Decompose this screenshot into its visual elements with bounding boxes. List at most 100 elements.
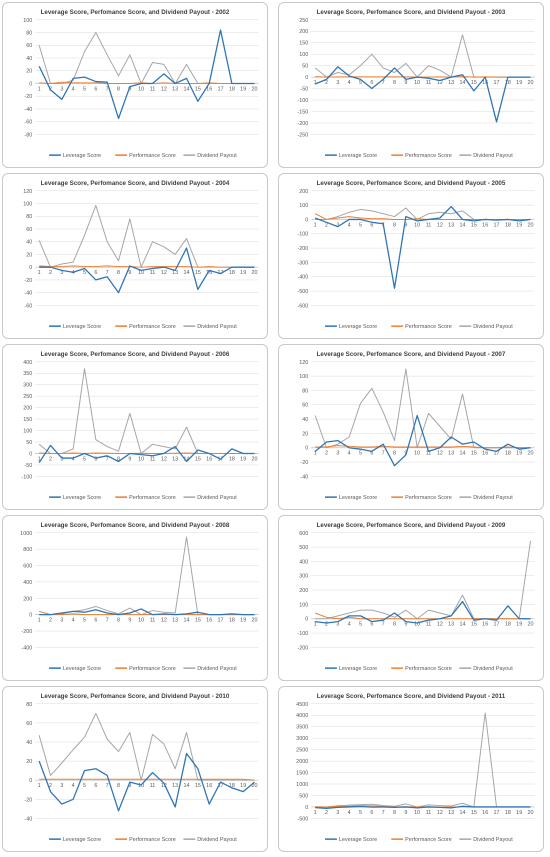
x-tick-label: 9 <box>128 618 131 624</box>
y-tick-label: 80 <box>26 702 32 708</box>
x-tick-label: 20 <box>528 80 534 86</box>
series-line-leverage-score <box>38 752 255 812</box>
x-tick-label: 12 <box>161 270 167 276</box>
x-tick-label: 14 <box>460 451 466 457</box>
x-tick-label: 16 <box>206 86 212 92</box>
series-line-leverage-score <box>314 205 531 289</box>
x-tick-label: 3 <box>336 810 339 816</box>
x-tick-label: 5 <box>359 810 362 816</box>
x-tick-label: 1 <box>38 618 41 624</box>
x-tick-label: 1 <box>38 270 41 276</box>
legend-label: Performance Score <box>129 324 176 330</box>
chart-title: Leverage Score, Perfomance Score, and Di… <box>317 9 506 16</box>
y-tick-label: 200 <box>23 406 32 412</box>
y-tick-label: 400 <box>23 580 32 586</box>
x-tick-label: 12 <box>437 80 443 86</box>
legend-label: Dividend Payout <box>197 324 237 330</box>
chart-panel: Leverage Score, Perfomance Score, and Di… <box>2 2 268 168</box>
y-tick-label: 40 <box>302 417 308 423</box>
x-tick-label: 6 <box>370 451 373 457</box>
chart-title: Leverage Score, Perfomance Score, and Di… <box>41 351 230 358</box>
y-tick-label: 120 <box>299 360 308 366</box>
x-tick-label: 10 <box>138 618 144 624</box>
chart-svg: Leverage Score, Perfomance Score, and Di… <box>20 522 259 672</box>
y-tick-label: -400 <box>297 275 308 281</box>
chart-title: Leverage Score, Perfomance Score, and Di… <box>317 180 506 187</box>
series-line-dividend-payout <box>314 34 531 78</box>
x-tick-label: 20 <box>528 451 534 457</box>
x-tick-label: 14 <box>184 86 190 92</box>
x-tick-label: 8 <box>117 456 120 462</box>
series-line-leverage-score <box>38 444 255 463</box>
x-tick-label: 6 <box>94 456 97 462</box>
x-tick-label: 6 <box>370 810 373 816</box>
x-tick-label: 14 <box>460 222 466 228</box>
chart-panel: Leverage Score, Perfomance Score, and Di… <box>2 686 268 852</box>
chart-title: Leverage Score, Perfomance Score, and Di… <box>317 351 506 358</box>
legend-label: Performance Score <box>405 153 452 159</box>
y-tick-label: 80 <box>302 388 308 394</box>
x-tick-label: 5 <box>359 80 362 86</box>
y-tick-label: 150 <box>23 417 32 423</box>
series-line-leverage-score <box>39 247 255 294</box>
legend-label: Performance Score <box>129 495 176 501</box>
y-tick-label: -40 <box>24 816 32 822</box>
x-tick-label: 19 <box>516 810 522 816</box>
x-tick-label: 12 <box>161 86 167 92</box>
legend-label: Leverage Score <box>63 495 101 501</box>
x-tick-label: 15 <box>471 222 477 228</box>
x-tick-label: 13 <box>448 80 454 86</box>
y-tick-label: 0 <box>305 617 308 623</box>
legend-label: Leverage Score <box>339 495 377 501</box>
x-tick-label: 9 <box>404 222 407 228</box>
x-tick-label: 15 <box>471 810 477 816</box>
series-line-dividend-payout <box>315 712 531 808</box>
x-tick-label: 1 <box>314 222 317 228</box>
y-tick-label: -60 <box>24 120 32 126</box>
y-tick-label: -200 <box>297 246 308 252</box>
x-tick-label: 13 <box>448 622 454 628</box>
x-tick-label: 19 <box>516 451 522 457</box>
x-tick-label: 3 <box>60 270 63 276</box>
x-tick-label: 5 <box>359 222 362 228</box>
y-tick-label: -500 <box>297 289 308 295</box>
chart-panel: Leverage Score, Perfomance Score, and Di… <box>278 2 544 168</box>
x-tick-label: 14 <box>460 810 466 816</box>
x-tick-label: 11 <box>426 80 432 86</box>
x-tick-label: 6 <box>370 622 373 628</box>
y-tick-label: 60 <box>26 721 32 727</box>
x-tick-label: 20 <box>252 456 258 462</box>
x-tick-label: 4 <box>72 86 75 92</box>
x-tick-label: 12 <box>437 810 443 816</box>
y-tick-label: 100 <box>299 203 308 209</box>
y-tick-label: 2000 <box>296 759 308 765</box>
x-tick-label: 10 <box>414 810 420 816</box>
y-tick-label: -150 <box>297 109 308 115</box>
legend-label: Performance Score <box>405 324 452 330</box>
legend-label: Leverage Score <box>339 666 377 672</box>
x-tick-label: 20 <box>252 618 258 624</box>
chart-panel: Leverage Score, Perfomance Score, and Di… <box>278 686 544 852</box>
y-tick-label: 500 <box>299 545 308 551</box>
y-tick-label: 350 <box>23 371 32 377</box>
y-tick-label: -80 <box>24 132 32 138</box>
legend-label: Performance Score <box>129 837 176 843</box>
y-tick-label: -100 <box>297 98 308 104</box>
x-tick-label: 2 <box>325 451 328 457</box>
y-tick-label: -50 <box>300 87 308 93</box>
x-tick-label: 2 <box>325 80 328 86</box>
y-tick-label: -600 <box>297 303 308 309</box>
x-tick-label: 18 <box>229 86 235 92</box>
x-tick-label: 1 <box>314 80 317 86</box>
x-tick-label: 11 <box>426 810 432 816</box>
series-line-leverage-score <box>38 29 255 120</box>
x-tick-label: 12 <box>437 622 443 628</box>
x-tick-label: 7 <box>106 456 109 462</box>
y-tick-label: 1000 <box>20 531 32 537</box>
x-tick-label: 3 <box>336 80 339 86</box>
x-tick-label: 3 <box>336 622 339 628</box>
x-tick-label: 7 <box>106 783 109 789</box>
y-tick-label: 50 <box>26 440 32 446</box>
x-tick-label: 8 <box>393 80 396 86</box>
x-tick-label: 7 <box>106 86 109 92</box>
